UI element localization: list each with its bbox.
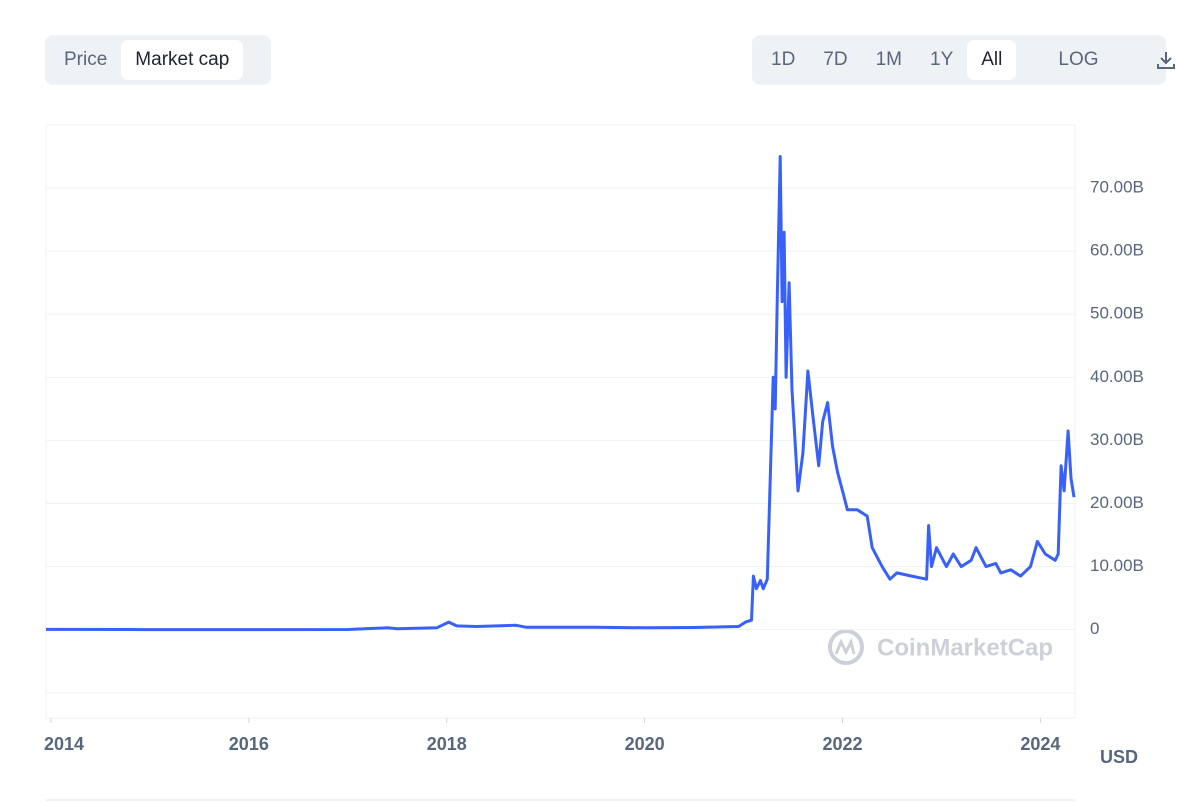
download-icon: [1156, 51, 1175, 69]
y-tick-label: 10.00B: [1090, 556, 1144, 575]
tab-group: Price Market cap: [45, 35, 271, 85]
price-line: [45, 155, 1076, 632]
log-button[interactable]: LOG: [1058, 49, 1099, 70]
x-tick-label: 2024: [1020, 734, 1060, 754]
y-tick-label: 50.00B: [1090, 304, 1144, 323]
download-button[interactable]: [1141, 40, 1191, 80]
range-button[interactable]: 7D: [823, 49, 848, 70]
y-tick-label: 0: [1090, 619, 1099, 638]
x-tick-label: 2018: [427, 734, 467, 754]
range-button[interactable]: 1M: [875, 49, 902, 70]
y-tick-label: 70.00B: [1090, 178, 1144, 197]
range-group: 1D 7D 1M 1Y All LOG: [752, 35, 1175, 85]
x-tick-label: 2022: [822, 734, 862, 754]
x-tick-label: 2014: [44, 734, 84, 754]
plot-border: [45, 124, 1076, 719]
y-tick-label: 60.00B: [1090, 241, 1144, 260]
y-tick-label: 40.00B: [1090, 367, 1144, 386]
range-button[interactable]: 1D: [771, 49, 796, 70]
tab-button[interactable]: Price: [64, 49, 108, 70]
y-unit: USD: [1100, 747, 1138, 767]
x-tick-label: 2020: [625, 734, 665, 754]
y-tick-label: 30.00B: [1090, 430, 1144, 449]
watermark-text: CoinMarketCap: [877, 634, 1053, 661]
y-tick-label: 20.00B: [1090, 493, 1144, 512]
range-button[interactable]: All: [967, 40, 1017, 80]
x-tick-label: 2016: [229, 734, 269, 754]
watermark: CoinMarketCap: [828, 629, 1053, 665]
range-button[interactable]: 1Y: [930, 49, 954, 70]
tab-button[interactable]: Market cap: [121, 40, 244, 80]
